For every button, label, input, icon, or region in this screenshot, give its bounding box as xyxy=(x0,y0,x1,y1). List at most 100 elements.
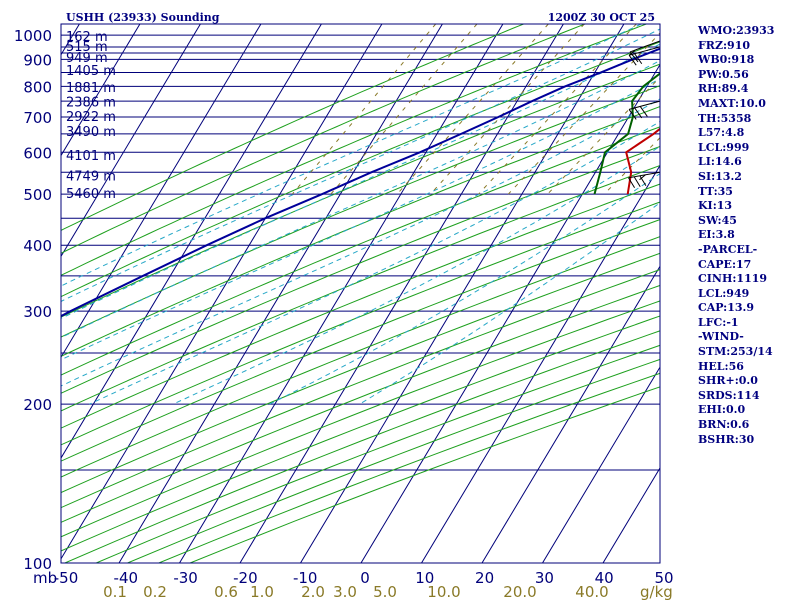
mixing-ratio-line-1 xyxy=(430,24,585,195)
mixing-ratio-tick-0.1: 0.1 xyxy=(103,583,127,600)
dry-adiabat--30 xyxy=(61,24,524,231)
barb-flag xyxy=(639,175,647,187)
height-label-8: 4101 m xyxy=(66,149,116,164)
height-label-0: 162 m xyxy=(66,30,108,45)
temperature-tick-30: 30 xyxy=(535,569,554,587)
mixing-ratio-unit-label: g/kg xyxy=(640,583,673,600)
index-4: RH:89.4 xyxy=(698,82,749,96)
chart-title: USHH (23933) Sounding xyxy=(66,11,220,24)
dry-adiabat-30 xyxy=(61,106,660,357)
mixing-ratio-tick-2.0: 2.0 xyxy=(301,583,325,600)
barb-half-flag xyxy=(639,174,646,181)
index-22: STM:253/14 xyxy=(698,345,773,359)
wind-barb-950 xyxy=(628,46,661,66)
pressure-tick-1000: 1000 xyxy=(14,27,52,45)
index-8: LCL:999 xyxy=(698,140,750,154)
height-label-4: 1881 m xyxy=(66,81,116,96)
dry-adiabat-100 xyxy=(61,236,660,478)
mixing-ratio-tick-20.0: 20.0 xyxy=(503,583,536,600)
height-label-1: 515 m xyxy=(66,40,108,55)
pressure-unit-label: mb xyxy=(33,569,57,587)
index-3: PW:0.56 xyxy=(698,67,749,81)
pressure-tick-700: 700 xyxy=(23,109,52,127)
isotherm-0 xyxy=(360,63,660,563)
mixing-ratio-tick-0.6: 0.6 xyxy=(214,583,238,600)
mixing-ratio-line-0.6 xyxy=(396,24,549,195)
dry-adiabat-110 xyxy=(61,252,660,494)
dry-adiabat-90 xyxy=(61,219,660,462)
mixing-ratio-tick-40.0: 40.0 xyxy=(575,583,608,600)
index-2: WB0:918 xyxy=(698,53,755,67)
mixing-ratio-tick-10.0: 10.0 xyxy=(427,583,460,600)
mixing-ratio-line-0.1 xyxy=(291,24,437,195)
moist-adiabat-15 xyxy=(61,98,660,387)
wind-barb-750 xyxy=(628,100,661,120)
profile-lines xyxy=(61,47,660,318)
barb-flag xyxy=(634,53,643,65)
moist-adiabat--10 xyxy=(61,24,642,287)
wind-barbs xyxy=(628,40,661,189)
index-14: EI:3.8 xyxy=(698,228,735,242)
index-27: BRN:0.6 xyxy=(698,418,750,432)
index-1: FRZ:910 xyxy=(698,38,751,52)
temperature-tick--10: -10 xyxy=(293,569,318,587)
barb-flag xyxy=(639,106,648,117)
isotherm--30 xyxy=(179,24,504,563)
temperature-tick-20: 20 xyxy=(475,569,494,587)
moist-adiabat-20 xyxy=(89,120,660,405)
dry-adiabat-130 xyxy=(61,284,660,523)
dry-adiabat-80 xyxy=(61,201,660,446)
temperature-tick--20: -20 xyxy=(233,569,258,587)
dry-adiabat-160 xyxy=(64,330,660,563)
pressure-tick-400: 400 xyxy=(23,237,52,255)
barb-staff xyxy=(628,100,661,110)
index-20: LFC:-1 xyxy=(698,315,739,329)
index-10: SI:13.2 xyxy=(698,169,742,183)
index-17: CINH:1119 xyxy=(698,272,768,286)
dewpoint-line xyxy=(593,72,660,195)
dry-adiabat-40 xyxy=(61,126,660,376)
mixing-ratio-line-2 xyxy=(478,24,637,195)
parcel-line xyxy=(61,47,660,318)
index-21: -WIND- xyxy=(698,330,744,344)
isotherm--60 xyxy=(61,24,322,459)
height-label-3: 1405 m xyxy=(66,64,116,79)
barb-flag xyxy=(633,176,641,188)
isotherm--70 xyxy=(61,24,262,359)
mixing-ratio-tick-5.0: 5.0 xyxy=(373,583,397,600)
temperature-tick-50: 50 xyxy=(654,569,673,587)
pressure-tick-200: 200 xyxy=(23,396,52,414)
dry-adiabat-10 xyxy=(61,63,660,318)
temperature-axis-labels: -50 -40 -30 -20 -10 0 10 20 30 40 50 xyxy=(54,569,674,587)
barb-half-flag xyxy=(629,49,636,56)
mixing-ratio-tick-3.0: 3.0 xyxy=(333,583,357,600)
isotherm--20 xyxy=(239,24,564,563)
isotherm--80 xyxy=(61,24,201,258)
moist-adiabat-0 xyxy=(61,43,660,319)
pressure-tick-100: 100 xyxy=(23,555,52,573)
temperature-tick-0: 0 xyxy=(360,569,370,587)
index-5: MAXT:10.0 xyxy=(698,96,766,110)
temperature-tick--40: -40 xyxy=(114,569,139,587)
mixing-ratio-tick-1.0: 1.0 xyxy=(250,583,274,600)
barb-flag xyxy=(628,177,635,189)
index-18: LCL:949 xyxy=(698,286,750,300)
isotherm-20 xyxy=(481,265,660,563)
index-19: CAP:13.9 xyxy=(698,301,755,315)
background-lines xyxy=(61,24,660,563)
isotherm--90 xyxy=(61,24,141,157)
index-23: HEL:56 xyxy=(698,359,744,373)
wind-barb-550 xyxy=(628,171,661,189)
mixing-ratio-line-0.2 xyxy=(330,24,478,195)
pressure-tick-600: 600 xyxy=(23,144,52,162)
index-25: SRDS:114 xyxy=(698,388,760,402)
pressure-tick-300: 300 xyxy=(23,303,52,321)
barb-staff xyxy=(628,46,661,56)
index-16: CAPE:17 xyxy=(698,257,752,271)
pressure-tick-900: 900 xyxy=(23,51,52,69)
index-24: SHR+:0.0 xyxy=(698,374,758,388)
isotherm-40 xyxy=(602,467,660,563)
height-label-10: 5460 m xyxy=(66,187,116,202)
